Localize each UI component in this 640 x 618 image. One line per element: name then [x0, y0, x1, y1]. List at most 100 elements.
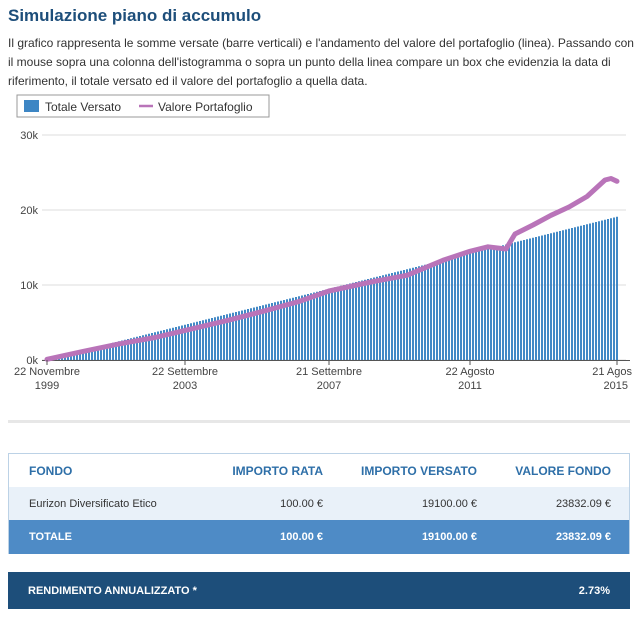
bar-total-versato[interactable] [292, 297, 294, 360]
bar-total-versato[interactable] [328, 288, 330, 360]
bar-total-versato[interactable] [211, 318, 213, 360]
bar-total-versato[interactable] [358, 281, 360, 360]
bar-total-versato[interactable] [157, 331, 159, 361]
accumulation-chart[interactable]: Totale Versato Valore Portafoglio 0k 10k 2… [0, 94, 640, 400]
bar-total-versato[interactable] [100, 345, 102, 360]
bar-total-versato[interactable] [451, 258, 453, 360]
bar-total-versato[interactable] [193, 322, 195, 361]
bar-total-versato[interactable] [247, 309, 249, 360]
bar-total-versato[interactable] [547, 234, 549, 360]
bar-total-versato[interactable] [403, 270, 405, 360]
bar-total-versato[interactable] [544, 234, 546, 360]
bar-total-versato[interactable] [508, 243, 510, 360]
bar-total-versato[interactable] [130, 338, 132, 360]
bar-total-versato[interactable] [460, 255, 462, 360]
bar-total-versato[interactable] [466, 254, 468, 360]
bar-total-versato[interactable] [388, 273, 390, 360]
bar-total-versato[interactable] [115, 342, 117, 360]
bar-total-versato[interactable] [94, 347, 96, 360]
bar-total-versato[interactable] [154, 332, 156, 360]
bar-total-versato[interactable] [553, 232, 555, 361]
bar-total-versato[interactable] [256, 306, 258, 360]
bar-total-versato[interactable] [505, 244, 507, 361]
bar-total-versato[interactable] [343, 285, 345, 360]
bar-total-versato[interactable] [550, 233, 552, 360]
bar-total-versato[interactable] [592, 222, 594, 360]
bar-total-versato[interactable] [394, 272, 396, 360]
bar-total-versato[interactable] [184, 324, 186, 360]
bar-total-versato[interactable] [298, 296, 300, 360]
bar-total-versato[interactable] [400, 270, 402, 360]
bar-total-versato[interactable] [160, 330, 162, 360]
bar-total-versato[interactable] [373, 277, 375, 361]
bar-total-versato[interactable] [613, 217, 615, 361]
bar-total-versato[interactable] [574, 227, 576, 360]
bar-total-versato[interactable] [601, 220, 603, 361]
bar-total-versato[interactable] [562, 230, 564, 360]
bar-total-versato[interactable] [472, 252, 474, 360]
bar-total-versato[interactable] [340, 285, 342, 360]
bar-total-versato[interactable] [439, 261, 441, 360]
bar-total-versato[interactable] [145, 334, 147, 361]
bar-total-versato[interactable] [430, 263, 432, 360]
bar-total-versato[interactable] [616, 216, 618, 360]
bar-total-versato[interactable] [244, 309, 246, 360]
bar-total-versato[interactable] [514, 242, 516, 360]
bar-total-versato[interactable] [163, 330, 165, 360]
bar-total-versato[interactable] [499, 246, 501, 360]
bar-total-versato[interactable] [406, 269, 408, 360]
bar-total-versato[interactable] [310, 293, 312, 360]
bar-total-versato[interactable] [118, 341, 120, 360]
bar-total-versato[interactable] [604, 219, 606, 360]
bar-total-versato[interactable] [331, 288, 333, 360]
bar-total-versato[interactable] [241, 310, 243, 361]
bar-total-versato[interactable] [286, 299, 288, 360]
bar-total-versato[interactable] [409, 268, 411, 361]
bar-total-versato[interactable] [280, 300, 282, 360]
bar-total-versato[interactable] [418, 266, 420, 360]
bar-total-versato[interactable] [496, 246, 498, 360]
bar-total-versato[interactable] [352, 282, 354, 360]
bar-total-versato[interactable] [415, 267, 417, 360]
bar-total-versato[interactable] [139, 336, 141, 360]
bar-total-versato[interactable] [82, 350, 84, 360]
bar-total-versato[interactable] [487, 249, 489, 360]
bar-total-versato[interactable] [586, 224, 588, 360]
bar-total-versato[interactable] [349, 283, 351, 361]
bar-total-versato[interactable] [187, 324, 189, 360]
bar-total-versato[interactable] [568, 228, 570, 360]
bar-total-versato[interactable] [133, 337, 135, 361]
bar-total-versato[interactable] [502, 245, 504, 360]
bar-total-versato[interactable] [307, 294, 309, 360]
bar-total-versato[interactable] [253, 307, 255, 361]
bar-total-versato[interactable] [283, 300, 285, 360]
bar-total-versato[interactable] [274, 302, 276, 360]
bar-total-versato[interactable] [190, 323, 192, 360]
bar-total-versato[interactable] [535, 237, 537, 360]
bar-total-versato[interactable] [580, 225, 582, 360]
bar-total-versato[interactable] [208, 318, 210, 360]
bar-total-versato[interactable] [79, 351, 81, 360]
bar-total-versato[interactable] [97, 346, 99, 361]
bar-total-versato[interactable] [454, 257, 456, 360]
bar-total-versato[interactable] [199, 321, 201, 360]
bar-total-versato[interactable] [196, 321, 198, 360]
bar-total-versato[interactable] [175, 327, 177, 360]
bar-total-versato[interactable] [481, 250, 483, 361]
portfolio-value-line[interactable] [44, 176, 620, 362]
bar-total-versato[interactable] [220, 315, 222, 360]
bar-total-versato[interactable] [322, 290, 324, 360]
bar-total-versato[interactable] [250, 308, 252, 360]
bar-total-versato[interactable] [382, 275, 384, 360]
bar-total-versato[interactable] [436, 261, 438, 360]
bar-total-versato[interactable] [166, 329, 168, 360]
bar-total-versato[interactable] [346, 284, 348, 360]
bar-total-versato[interactable] [277, 301, 279, 361]
bar-total-versato[interactable] [214, 317, 216, 360]
bar-total-versato[interactable] [427, 264, 429, 360]
bar-total-versato[interactable] [607, 219, 609, 360]
bar-total-versato[interactable] [151, 333, 153, 360]
bar-total-versato[interactable] [325, 289, 327, 361]
bar-total-versato[interactable] [457, 256, 459, 361]
bar-total-versato[interactable] [295, 297, 297, 360]
